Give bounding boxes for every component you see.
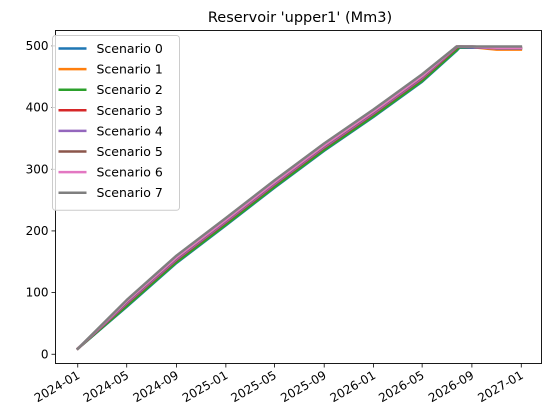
y-tick-label: 200 xyxy=(26,224,49,238)
y-axis: 0 100 200 300 400 500 xyxy=(26,39,56,361)
legend-label-0: Scenario 0 xyxy=(97,41,163,56)
legend-label-4: Scenario 4 xyxy=(97,123,163,138)
x-tick-label: 2026-01 xyxy=(328,368,378,405)
x-tick-label: 2024-09 xyxy=(131,368,181,405)
legend-label-5: Scenario 5 xyxy=(97,144,163,159)
legend-label-6: Scenario 6 xyxy=(97,165,163,180)
legend-label-7: Scenario 7 xyxy=(97,185,163,200)
x-tick-label: 2026-09 xyxy=(426,368,476,405)
y-tick-label: 0 xyxy=(41,347,49,361)
x-tick-label: 2024-05 xyxy=(81,368,131,405)
y-tick-label: 300 xyxy=(26,162,49,176)
legend-label-1: Scenario 1 xyxy=(97,62,163,77)
x-tick-label: 2025-05 xyxy=(228,368,278,405)
x-tick-label: 2025-01 xyxy=(180,368,230,405)
y-tick-label: 400 xyxy=(26,101,49,115)
x-tick-label: 2024-01 xyxy=(32,368,82,405)
legend-box xyxy=(52,35,180,211)
x-tick-label: 2027-01 xyxy=(475,368,525,405)
y-tick-label: 100 xyxy=(26,286,49,300)
legend: Scenario 0 Scenario 1 Scenario 2 Scenario 3… xyxy=(52,35,180,211)
series-layer xyxy=(75,45,523,351)
chart-title: Reservoir 'upper1' (Mm3) xyxy=(208,10,392,26)
legend-label-3: Scenario 3 xyxy=(97,103,163,118)
y-tick-label: 500 xyxy=(26,39,49,53)
x-tick-label: 2026-05 xyxy=(376,368,426,405)
series-line-7 xyxy=(75,45,523,351)
legend-label-2: Scenario 2 xyxy=(97,82,163,97)
x-tick-label: 2025-09 xyxy=(278,368,328,405)
